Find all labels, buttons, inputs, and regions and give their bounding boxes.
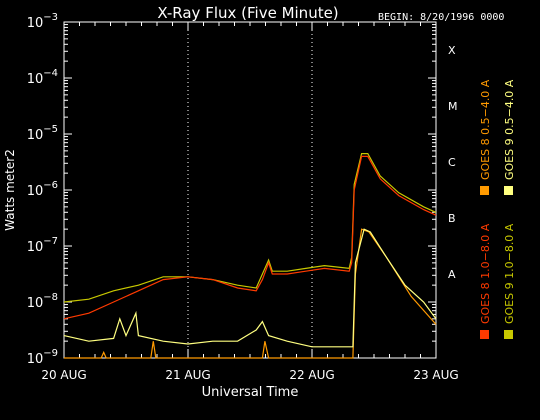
x-tick-label: 21 AUG — [165, 368, 210, 382]
legend-label: GOES 8 0.5−4.0 A — [479, 79, 492, 180]
flare-class-label: X — [448, 44, 456, 57]
flare-class-label: B — [448, 212, 456, 225]
y-tick-label: 10−4 — [27, 68, 58, 87]
y-tick-label: 10−3 — [27, 12, 58, 31]
legend-label: GOES 8 1.0−8.0 A — [479, 223, 492, 324]
y-tick-label: 10−5 — [27, 124, 58, 143]
x-tick-label: 23 AUG — [413, 368, 458, 382]
begin-label: BEGIN: 8/20/1996 0000 — [378, 12, 504, 23]
series-line — [63, 155, 437, 320]
legend-label: GOES 9 1.0−8.0 A — [503, 223, 516, 324]
flare-class-label: A — [448, 268, 456, 281]
y-tick-label: 10−7 — [27, 236, 58, 255]
y-tick-label: 10−6 — [27, 180, 58, 199]
series-line — [63, 153, 437, 303]
legend-swatch — [480, 330, 489, 339]
legend-swatch — [504, 330, 513, 339]
x-axis-label: Universal Time — [202, 385, 299, 400]
y-tick-label: 10−8 — [27, 292, 58, 311]
chart-title: X-Ray Flux (Five Minute) — [157, 4, 338, 22]
flare-class-label: C — [448, 156, 456, 169]
legend-swatch — [480, 186, 489, 195]
plot-area: 10−9 10−8 10−7 10−6 10−5 10−4 10−3 20 AUG 21 AUG… — [27, 12, 516, 382]
x-tick-label: 22 AUG — [289, 368, 334, 382]
y-axis-label: Watts meter2 — [3, 149, 17, 231]
legend-label: GOES 9 0.5−4.0 A — [503, 79, 516, 180]
flare-class-label: M — [448, 100, 458, 113]
x-tick-label: 20 AUG — [41, 368, 86, 382]
plot-frame — [63, 21, 437, 359]
series-line — [63, 228, 437, 348]
legend-swatch — [504, 186, 513, 195]
y-tick-label: 10−9 — [27, 348, 58, 367]
